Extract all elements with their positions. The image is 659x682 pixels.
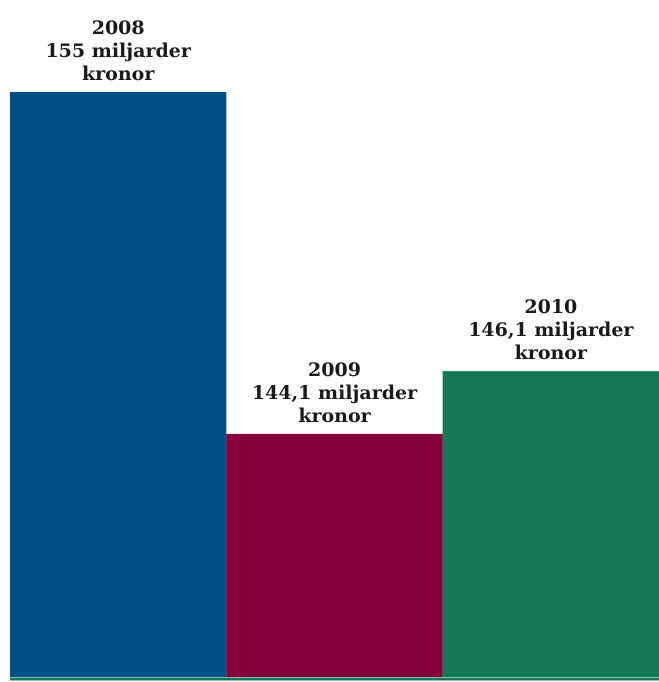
data-label-2010-line-3: kronor [515, 342, 588, 364]
bars-group [10, 92, 659, 677]
data-label-2008-line-2: 155 miljarder [45, 40, 191, 62]
bar-2008 [10, 92, 227, 677]
bar-2009 [226, 433, 443, 677]
data-label-2010-line-2: 146,1 miljarder [468, 319, 634, 341]
data-label-2008-line-3: kronor [82, 63, 155, 85]
data-label-2009-line-3: kronor [298, 405, 371, 427]
data-label-2009-line-2: 144,1 miljarder [252, 382, 418, 404]
data-label-2008-line-1: 2008 [92, 17, 145, 39]
data-label-2009-line-1: 2009 [308, 359, 361, 381]
bar-2010 [442, 371, 659, 677]
data-label-2010-line-1: 2010 [524, 296, 577, 318]
